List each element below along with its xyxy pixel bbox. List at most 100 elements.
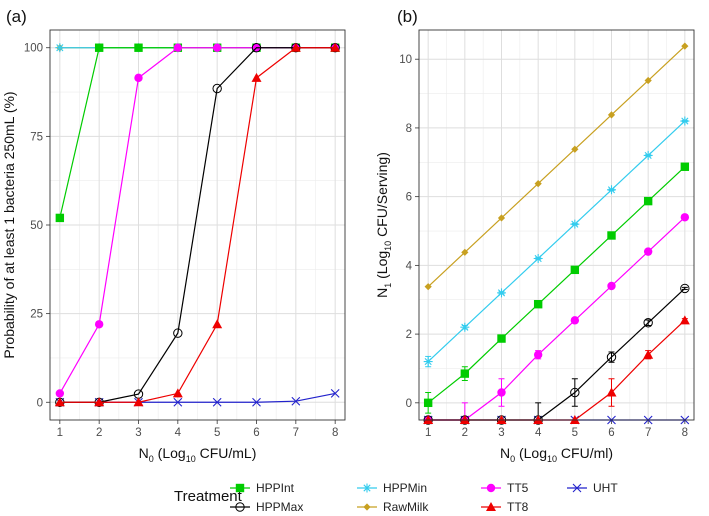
data-point-tt8: [212, 319, 223, 329]
data-point-uht: [173, 397, 183, 407]
data-point-tt8: [330, 42, 341, 52]
series-rawmilk: [424, 42, 689, 291]
x-tick-label: 3: [135, 427, 141, 439]
x-tick-label: 8: [332, 427, 338, 439]
plot-border: [49, 29, 346, 421]
series-line-tt8: [59, 47, 336, 403]
series-tt8: [54, 42, 341, 407]
series-hppint: [423, 162, 690, 414]
data-point-uht: [330, 389, 340, 398]
data-point-rawmilk: [644, 76, 652, 85]
legend-item-uht: UHT: [567, 481, 618, 495]
data-point-tt8: [133, 397, 144, 407]
x-tick-label: 2: [96, 427, 102, 439]
data-point-hppint: [134, 43, 143, 52]
data-point-tt8: [423, 415, 434, 424]
data-point-uht: [252, 397, 261, 407]
data-point-tt8: [533, 415, 544, 424]
data-point-hppmin: [643, 150, 653, 160]
data-point-hppint: [533, 300, 543, 309]
legend-label: HPPMax: [256, 500, 303, 514]
label-part: CFU/mL): [196, 445, 257, 461]
y-axis-title: N1 (Log10 CFU/Serving): [374, 152, 393, 298]
data-point-tt8: [606, 387, 617, 397]
data-point-tt8: [569, 415, 580, 424]
data-point-uht: [291, 396, 301, 406]
legend-item-hppmin: HPPMin: [357, 481, 427, 495]
data-point-rawmilk: [571, 145, 579, 153]
y-tick-label: 6: [406, 192, 412, 204]
axes: 1 2 3 4 5 6 7 8 0 25 50 75 100: [24, 43, 339, 439]
data-point-hppmax: [680, 283, 690, 294]
data-point-tt5: [533, 350, 543, 359]
x-tick-label: 6: [608, 427, 614, 439]
data-point-hppmin: [680, 116, 690, 126]
legend-label: TT5: [507, 481, 529, 495]
data-point-hppint: [460, 369, 470, 378]
label-part: N: [139, 445, 149, 461]
data-point-hppmax: [173, 328, 183, 338]
data-point-tt8: [172, 388, 183, 398]
legend-label: HPPInt: [256, 481, 295, 495]
data-point-hppint: [55, 213, 65, 223]
y-tick-label: 0: [406, 398, 412, 410]
data-point-hppmin: [497, 288, 506, 298]
data-point-rawmilk: [534, 179, 542, 188]
legend-title: Treatment: [174, 488, 243, 505]
legend-item-tt8: TT8: [481, 500, 529, 514]
x-tick-label: 4: [175, 427, 182, 439]
series-line-rawmilk: [427, 45, 686, 288]
series-line-tt5: [428, 216, 686, 421]
y-tick-label: 75: [30, 131, 43, 143]
data-point-tt8: [496, 415, 507, 424]
data-point-hppmin: [533, 254, 543, 264]
data-point-tt8: [94, 397, 105, 407]
plot-border: [418, 29, 695, 421]
label-part: 10: [186, 454, 196, 464]
legend-swatch-marker: [235, 483, 245, 493]
x-tick-label: 2: [462, 427, 468, 439]
data-point-hppmin: [423, 357, 433, 367]
label-part: (Log: [374, 251, 390, 283]
y-tick-label: 0: [37, 397, 43, 409]
data-point-tt5: [570, 316, 580, 325]
label-part: CFU/ml): [557, 445, 613, 461]
x-tick-label: 5: [572, 427, 578, 439]
series-group: [423, 42, 690, 425]
x-tick-label: 8: [682, 427, 688, 439]
label-part: 0: [510, 454, 515, 464]
data-point-tt8: [679, 315, 690, 325]
legend-swatch-marker: [486, 483, 496, 493]
series-line-hppint: [427, 166, 686, 404]
legend-swatch-marker: [572, 483, 582, 493]
data-point-tt5: [643, 247, 653, 256]
data-point-hppmax: [606, 352, 617, 362]
data-point-tt8: [54, 397, 65, 407]
y-tick-label: 8: [406, 123, 412, 135]
data-point-rawmilk: [607, 111, 616, 119]
data-point-tt8: [290, 42, 301, 52]
series-hppmin: [423, 116, 690, 368]
data-point-hppmax: [570, 387, 580, 398]
axes: 1 2 3 4 5 6 7 8 0 2 4 6 8 10: [399, 54, 688, 439]
data-point-hppint: [643, 196, 653, 206]
x-tick-label: 1: [425, 427, 431, 439]
legend-label: RawMilk: [383, 500, 429, 514]
data-point-hppmin: [607, 185, 616, 195]
data-point-tt5: [173, 43, 183, 52]
x-tick-label: 6: [253, 427, 259, 439]
data-point-hppmax: [643, 318, 653, 328]
data-point-tt5: [497, 388, 506, 397]
label-part: 0: [149, 454, 154, 464]
data-point-hppint: [607, 231, 616, 240]
data-point-tt5: [680, 213, 690, 222]
y-axis-title: Probability of at least 1 bacteria 250mL…: [1, 91, 17, 358]
x-tick-label: 5: [214, 427, 220, 439]
panel-letter: (b): [397, 7, 418, 26]
legend-label: UHT: [593, 481, 618, 495]
x-tick-label: 7: [645, 427, 651, 439]
data-point-tt5: [212, 43, 222, 52]
